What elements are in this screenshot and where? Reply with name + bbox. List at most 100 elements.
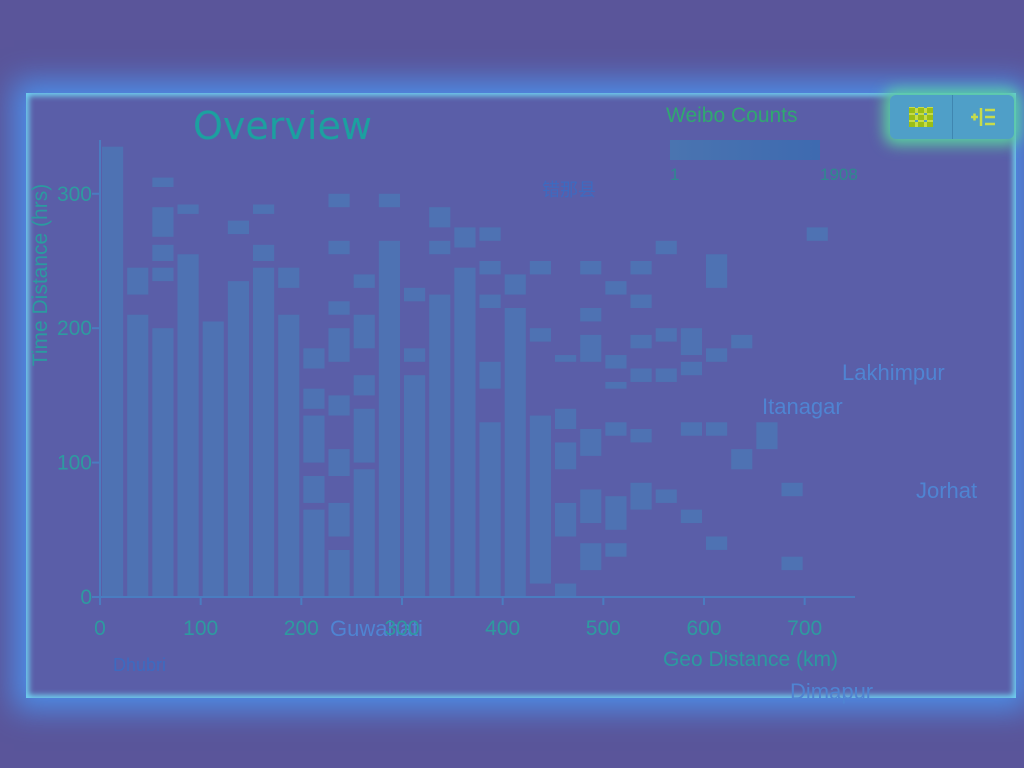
legend-color-bar	[670, 140, 820, 160]
heatmap-cell	[529, 415, 551, 584]
heatmap-cell	[328, 549, 350, 597]
map-label-jorhat: Jorhat	[916, 478, 978, 503]
heatmap-cell	[378, 240, 400, 597]
heatmap-cell	[127, 314, 149, 597]
heatmap-cell	[378, 193, 400, 208]
y-tick-label: 200	[57, 317, 92, 340]
heatmap-cell	[454, 227, 476, 248]
heatmap-cell	[353, 375, 375, 396]
heatmap-cell	[328, 193, 350, 208]
chart-title: Overview	[193, 104, 372, 148]
heatmap-cell	[227, 220, 249, 235]
heatmap-cell	[781, 482, 803, 497]
heatmap-cell	[253, 244, 275, 261]
map-label-lakhimpur: Lakhimpur	[842, 360, 945, 385]
heatmap-cell	[479, 260, 501, 275]
heatmap-cell	[580, 543, 602, 571]
heatmap-cell	[404, 375, 426, 597]
heatmap-cell	[152, 267, 174, 282]
heatmap-cell	[630, 428, 652, 443]
indent-list-button[interactable]	[951, 95, 1015, 139]
grid-icon	[908, 107, 933, 127]
heatmap-cell	[303, 509, 325, 597]
heatmap-cell	[680, 422, 702, 436]
heatmap-cell	[529, 328, 551, 342]
x-tick-label: 700	[787, 617, 822, 640]
heatmap-cell	[353, 274, 375, 288]
heatmap-cell	[680, 509, 702, 524]
heatmap-cell	[353, 408, 375, 463]
heatmap-cell	[253, 204, 275, 214]
x-tick-label: 600	[686, 617, 721, 640]
heatmap-cell	[555, 408, 577, 429]
map-label-guwahati: Guwahati	[330, 616, 423, 641]
x-tick-label: 0	[94, 617, 106, 640]
heatmap-cell	[303, 388, 325, 409]
heatmap-cell	[580, 260, 602, 275]
heatmap-cell	[680, 328, 702, 356]
heatmap-cell	[630, 368, 652, 382]
heatmap-cell	[580, 489, 602, 524]
heatmap-cell	[152, 244, 174, 261]
heatmap-cell	[454, 267, 476, 597]
heatmap-cell	[504, 274, 526, 295]
heatmap-cell	[429, 294, 451, 597]
heatmap-cell	[504, 308, 526, 597]
heatmap-cell	[328, 395, 350, 416]
legend-min-label: 1	[670, 165, 680, 184]
heatmap-cell	[278, 267, 300, 288]
heatmap-cell	[630, 334, 652, 349]
heatmap-cell	[529, 260, 551, 275]
heatmap-cell	[731, 334, 753, 349]
x-tick-label: 300	[384, 617, 419, 640]
x-tick-label: 100	[183, 617, 218, 640]
heatmap-cell	[655, 489, 677, 503]
heatmap-cell	[353, 314, 375, 349]
heatmap-cell	[479, 227, 501, 241]
map-label-cuona: 错那县	[542, 180, 596, 200]
heatmap-cell	[303, 476, 325, 503]
y-tick-label: 300	[57, 183, 92, 206]
heatmap-cell	[303, 415, 325, 463]
heatmap-cell	[580, 308, 602, 322]
heatmap-cell	[555, 502, 577, 537]
heatmap-cell	[253, 267, 275, 597]
heatmap-cell	[404, 348, 426, 362]
heatmap-cell	[429, 207, 451, 228]
x-tick-label: 200	[284, 617, 319, 640]
heatmap-cell	[630, 482, 652, 510]
map-label-itanagar: Itanagar	[762, 394, 843, 419]
heatmap-cell	[555, 355, 577, 362]
heatmap-cell	[328, 502, 350, 537]
heatmap-cell	[680, 361, 702, 376]
heatmap-cell	[102, 146, 124, 597]
heatmap-cell	[555, 442, 577, 470]
heatmap-cell	[630, 294, 652, 309]
heatmap-cell	[177, 254, 199, 597]
heatmap-cell	[605, 281, 627, 295]
y-axis-label: Time Distance (hrs)	[29, 184, 52, 366]
heatmap-cell	[479, 422, 501, 597]
map-label-dhubri: Dhubri	[113, 655, 167, 675]
heatmap-cell	[605, 381, 627, 389]
heatmap-cell	[706, 536, 728, 550]
heatmap-cell	[202, 321, 224, 597]
heatmap-cell	[605, 543, 627, 557]
heatmap-cell	[706, 348, 728, 362]
x-tick-label: 500	[586, 617, 621, 640]
y-tick-label: 100	[57, 452, 92, 475]
heatmap-cell	[655, 328, 677, 342]
heatmap-cell	[152, 177, 174, 188]
heatmap-cell	[781, 556, 803, 571]
view-toolbar	[890, 95, 1014, 139]
heatmap-cell	[328, 449, 350, 477]
x-axis-label: Geo Distance (km)	[663, 648, 838, 671]
heatmap-cell	[479, 294, 501, 309]
heatmap-cell	[580, 428, 602, 456]
legend-title: Weibo Counts	[666, 104, 798, 127]
heatmap-cell	[328, 240, 350, 255]
grid-view-button[interactable]	[890, 95, 952, 139]
heatmap-cell	[655, 368, 677, 382]
heatmap-cell	[353, 469, 375, 597]
